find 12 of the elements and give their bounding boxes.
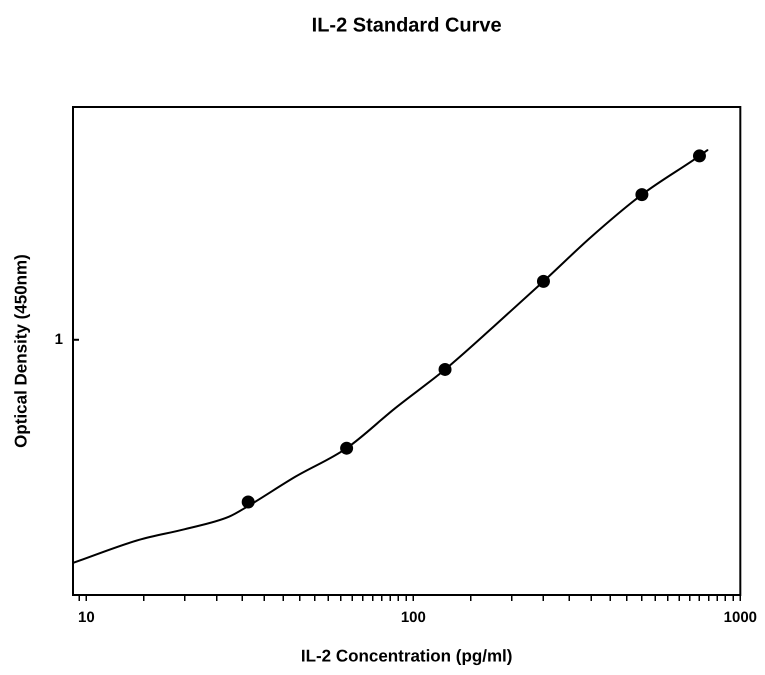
chart-title: IL-2 Standard Curve bbox=[312, 14, 502, 37]
point bbox=[242, 496, 255, 509]
x-tick-label: 10 bbox=[78, 609, 95, 626]
x-tick-label: 100 bbox=[400, 609, 426, 626]
point bbox=[536, 274, 550, 288]
y-axis-title: Optical Density (450nm) bbox=[12, 254, 31, 448]
point bbox=[340, 442, 354, 455]
text: 1 bbox=[54, 330, 63, 348]
x-axis-title: IL-2 Concentration (pg/ml) bbox=[300, 646, 512, 666]
x-tick-label: 1000 bbox=[724, 609, 758, 626]
point bbox=[635, 188, 648, 202]
point bbox=[438, 362, 452, 376]
